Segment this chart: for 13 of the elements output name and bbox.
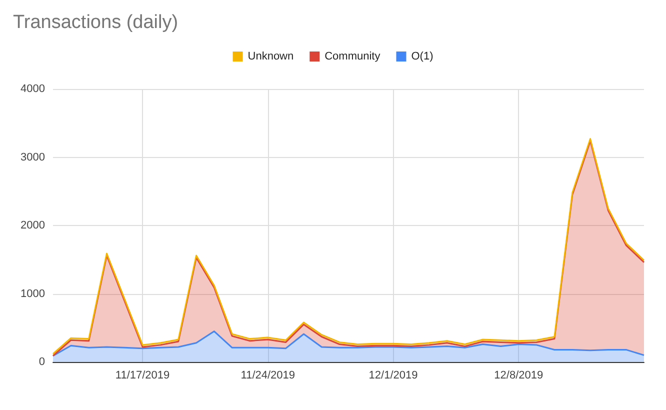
x-tick-label: 11/17/2019 xyxy=(115,370,170,382)
x-tick-label: 12/1/2019 xyxy=(368,370,418,382)
legend-label: O(1) xyxy=(411,50,434,62)
y-tick-label: 0 xyxy=(38,356,45,368)
legend-label: Unknown xyxy=(248,50,294,62)
y-tick-label: 3000 xyxy=(20,151,45,164)
x-tick-label: 12/8/2019 xyxy=(494,370,544,382)
chart-title: Transactions (daily) xyxy=(13,12,178,33)
legend-label: Community xyxy=(324,50,381,62)
y-tick-label: 2000 xyxy=(20,220,45,232)
x-tick-label: 11/24/2019 xyxy=(240,370,296,382)
y-tick-label: 1000 xyxy=(20,288,45,300)
y-tick-label: 4000 xyxy=(20,83,45,95)
